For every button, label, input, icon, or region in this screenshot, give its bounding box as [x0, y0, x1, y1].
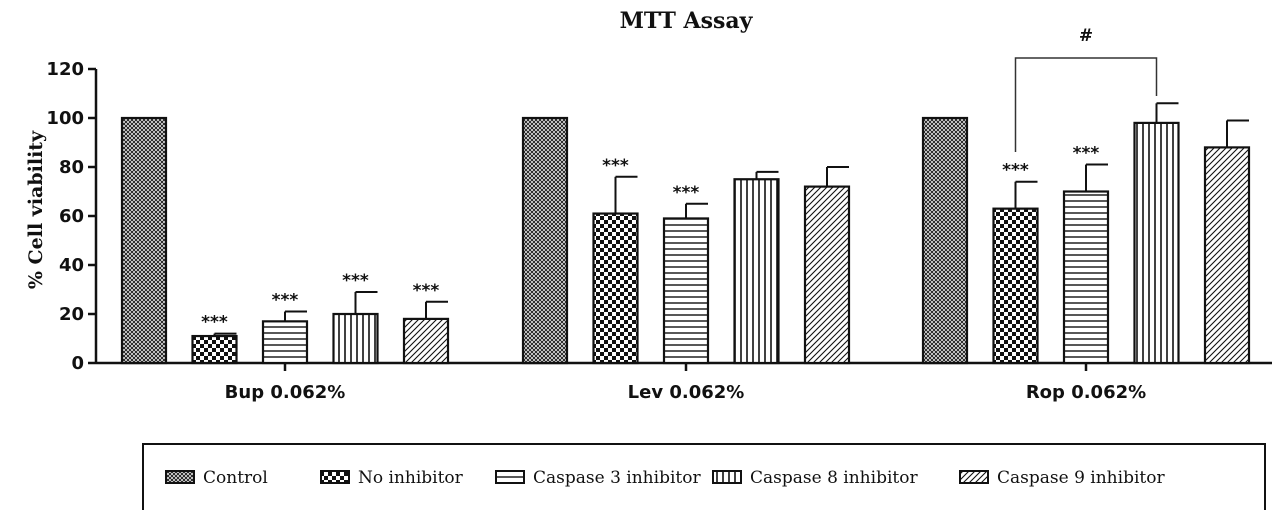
significance-stars: ***: [1002, 161, 1029, 181]
significance-stars: ***: [342, 271, 369, 291]
significance-stars: ***: [602, 156, 629, 176]
bar: [1203, 146, 1251, 365]
x-category-label: Bup 0.062%: [225, 382, 346, 403]
y-tick-label: 100: [46, 108, 84, 129]
legend-entry: Caspase 8 inhibitor: [750, 468, 918, 488]
legend-swatch: [165, 470, 195, 484]
y-tick-label: 40: [59, 255, 84, 276]
significance-stars: ***: [272, 291, 299, 311]
legend-entry: Control: [203, 468, 268, 488]
y-tick-label: 20: [59, 304, 84, 325]
legend-swatch: [495, 470, 525, 484]
legend: Control No inhibitor Caspase 3 inhibitor Ca…: [165, 468, 1165, 488]
y-tick-label: 60: [59, 206, 84, 227]
significance-stars: ***: [413, 281, 440, 301]
legend-entry: Caspase 9 inhibitor: [997, 468, 1165, 488]
bar: [332, 312, 379, 365]
legend-swatch: [959, 470, 989, 484]
comparison-label: #: [1079, 26, 1093, 46]
bar: [521, 116, 569, 365]
y-axis-label: % Cell viability: [25, 130, 47, 289]
bar: [921, 116, 969, 365]
y-axis: 0 20 40 60 80 100 120: [46, 59, 98, 374]
bar: [592, 212, 639, 365]
bar: [992, 207, 1039, 365]
comparison-bracket: [1014, 57, 1158, 152]
bar: [733, 178, 780, 365]
bars: [120, 102, 1251, 365]
y-tick-label: 80: [59, 157, 84, 178]
legend-swatch: [320, 470, 350, 484]
bar: [1062, 190, 1110, 365]
x-category-label: Rop 0.062%: [1026, 382, 1146, 403]
legend-entry: Caspase 3 inhibitor: [533, 468, 701, 488]
chart-title: MTT Assay: [620, 8, 754, 34]
legend-entry: No inhibitor: [358, 468, 464, 488]
significance-stars: ***: [1073, 144, 1100, 164]
bar: [261, 320, 309, 365]
x-category-label: Lev 0.062%: [628, 382, 745, 403]
significance-annotations: *** *** *** *** *** *** *** *** #: [201, 26, 1158, 333]
significance-stars: ***: [673, 183, 700, 203]
bar: [120, 116, 168, 365]
bar: [191, 334, 238, 365]
bar: [1133, 121, 1180, 365]
bar: [803, 185, 851, 365]
legend-swatch: [712, 470, 742, 484]
y-tick-label: 0: [71, 353, 84, 374]
bar: [402, 317, 450, 365]
x-axis: Bup 0.062% Lev 0.062% Rop 0.062%: [96, 361, 1272, 403]
bar: [662, 217, 710, 365]
significance-stars: ***: [201, 313, 228, 333]
y-tick-label: 120: [46, 59, 84, 80]
